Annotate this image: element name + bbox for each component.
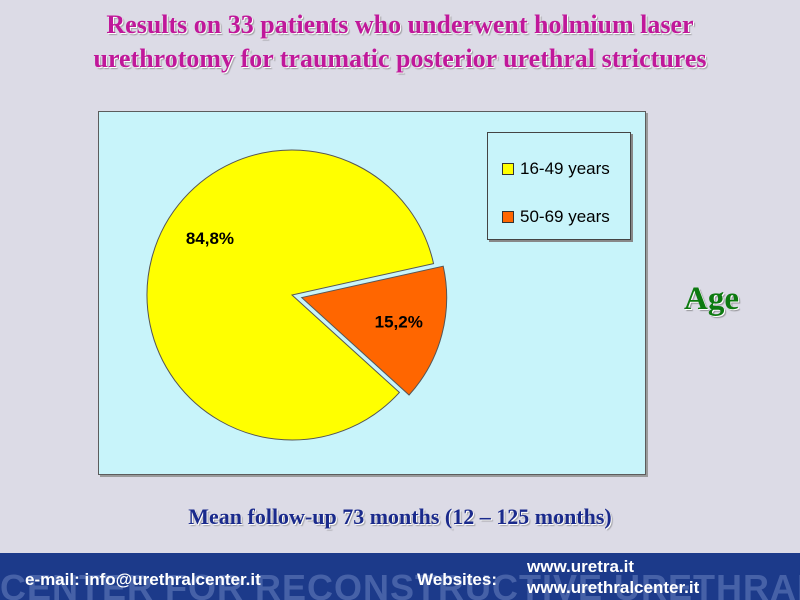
- footer-websites-label: Websites:: [417, 570, 497, 589]
- chart-legend: 16-49 years 50-69 years: [487, 132, 631, 240]
- legend-swatch-16-49: [502, 163, 514, 175]
- legend-item-16-49: 16-49 years: [502, 159, 610, 179]
- footer-website-link-uretra[interactable]: www.uretra.it: [527, 557, 635, 576]
- slide-title-line-1: Results on 33 patients who underwent hol…: [106, 10, 694, 39]
- footer-watermark: CENTER FOR RECONSTRUCTIVE URETHRAL SURGE…: [0, 567, 800, 600]
- footer-bar: CENTER FOR RECONSTRUCTIVE URETHRAL SURGE…: [0, 553, 800, 600]
- footer-website-link-urethralcenter[interactable]: www.urethralcenter.it: [527, 578, 700, 597]
- pie-data-label-50-69-years: 15,2%: [375, 313, 423, 332]
- legend-label-50-69: 50-69 years: [520, 207, 610, 226]
- legend-swatch-50-69: [502, 211, 514, 223]
- age-label: Age: [684, 281, 739, 317]
- legend-label-16-49: 16-49 years: [520, 159, 610, 178]
- legend-item-50-69: 50-69 years: [502, 207, 610, 227]
- followup-text: Mean follow-up 73 months (12 – 125 month…: [188, 504, 612, 529]
- pie-slice-16-49-years: [146, 149, 435, 441]
- pie-slice-50-69-years: [300, 265, 448, 396]
- footer-email[interactable]: e-mail: info@urethralcenter.it: [25, 570, 261, 589]
- slide-title: Results on 33 patients who underwent hol…: [0, 8, 800, 76]
- pie-data-label-16-49-years: 84,8%: [186, 229, 234, 248]
- pie-chart-svg: 15,2% 84,8%: [146, 149, 448, 441]
- slide-title-line-2: urethrotomy for traumatic posterior uret…: [93, 44, 707, 73]
- pie-chart: 15,2% 84,8% 16-49 years 50-69 years: [98, 111, 646, 475]
